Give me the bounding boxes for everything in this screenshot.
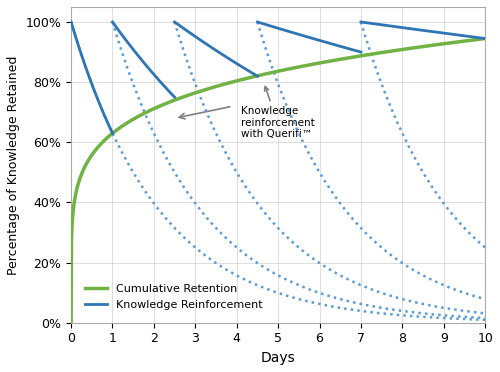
X-axis label: Days: Days <box>260 351 296 365</box>
Y-axis label: Percentage of Knowledge Retained: Percentage of Knowledge Retained <box>7 55 20 275</box>
Text: Knowledge
reinforcement
with Querifi™: Knowledge reinforcement with Querifi™ <box>241 87 314 140</box>
Legend: Cumulative Retention, Knowledge Reinforcement: Cumulative Retention, Knowledge Reinforc… <box>81 280 268 314</box>
